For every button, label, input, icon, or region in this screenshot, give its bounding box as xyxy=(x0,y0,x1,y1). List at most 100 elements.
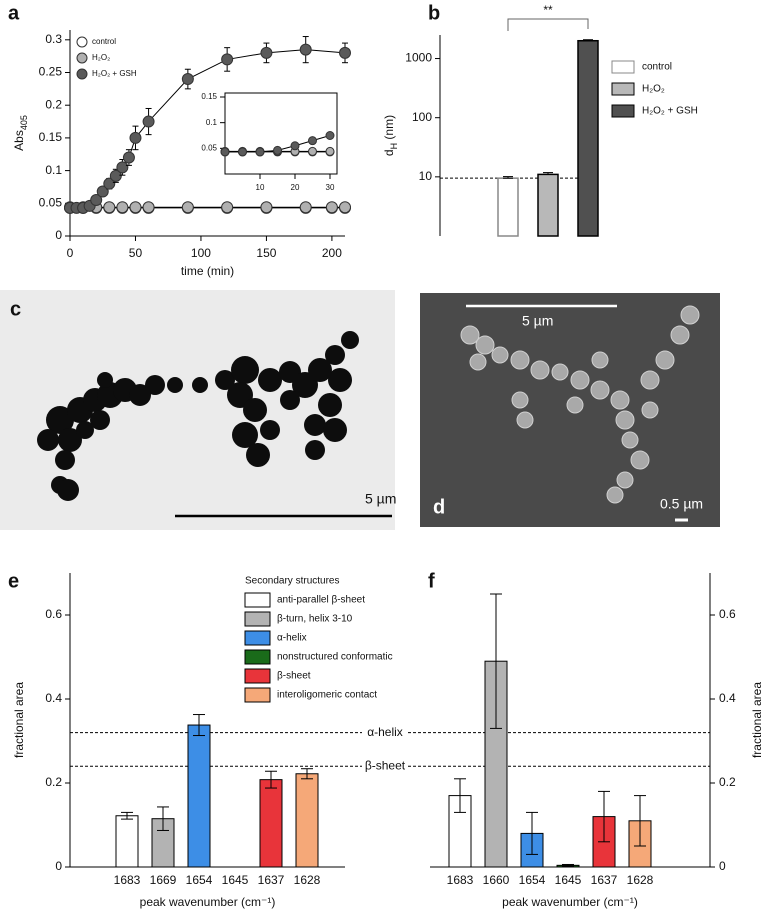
legend-swatch xyxy=(244,668,271,684)
y-tick-label: 0 xyxy=(55,228,62,242)
x-axis-label: peak wavenumber (cm⁻¹) xyxy=(502,895,638,909)
data-point xyxy=(142,115,155,128)
data-point xyxy=(339,201,351,214)
y-tick-label: 0.05 xyxy=(39,195,63,209)
x-tick-label: 30 xyxy=(326,183,335,192)
data-point xyxy=(308,136,317,146)
legend-swatch xyxy=(244,649,271,665)
y-axis-label-text: d xyxy=(382,149,396,156)
x-tick-label: 1660 xyxy=(483,873,510,887)
x-tick-label: 1628 xyxy=(294,873,321,887)
legend-label: β-turn, helix 3-10 xyxy=(277,614,353,625)
x-tick-label: 200 xyxy=(322,246,342,260)
data-point xyxy=(325,146,335,156)
legend-swatch xyxy=(611,60,635,74)
y-axis-label: fractional area xyxy=(750,682,762,758)
bar xyxy=(187,724,211,868)
bar xyxy=(577,39,599,237)
y-tick-label: 0.4 xyxy=(719,691,736,705)
data-point xyxy=(116,201,129,214)
data-point xyxy=(220,147,230,157)
x-tick-label: 10 xyxy=(256,183,265,192)
legend-label: control xyxy=(92,37,116,46)
y-tick-label: 0.05 xyxy=(201,143,217,152)
y-tick-label: 0.1 xyxy=(45,163,62,177)
legend-label: α-helix xyxy=(277,633,307,644)
bar xyxy=(259,779,283,868)
data-point xyxy=(255,147,265,157)
x-tick-label: 1637 xyxy=(258,873,285,887)
x-tick-label: 1654 xyxy=(186,873,213,887)
x-tick-label: 100 xyxy=(191,246,211,260)
x-tick-label: 1683 xyxy=(447,873,474,887)
x-tick-label: 1683 xyxy=(114,873,141,887)
reference-label: β-sheet xyxy=(365,758,406,772)
y-tick-label: 0.6 xyxy=(45,607,62,621)
x-tick-label: 0 xyxy=(67,246,74,260)
legend-swatch xyxy=(244,630,271,646)
reference-label: α-helix xyxy=(367,725,403,739)
x-tick-label: 1628 xyxy=(627,873,654,887)
data-point xyxy=(290,141,300,151)
legend-label: β-sheet xyxy=(277,671,311,682)
data-point xyxy=(181,201,194,214)
panel-label: d xyxy=(433,496,445,518)
y-tick-label: 0.1 xyxy=(206,118,218,127)
y-tick-label: 0.15 xyxy=(39,130,63,144)
data-point xyxy=(116,161,129,174)
legend-swatch xyxy=(244,592,271,608)
panel-label: c xyxy=(10,298,21,320)
y-tick-label: 1000 xyxy=(405,51,432,65)
legend-marker xyxy=(76,68,88,80)
legend-label: control xyxy=(642,62,672,73)
data-point xyxy=(142,201,155,214)
y-axis-label-text: Abs xyxy=(12,130,26,151)
panel-label: b xyxy=(428,2,440,24)
legend-label: H₂O₂ + GSH xyxy=(92,69,137,78)
x-axis-label: time (min) xyxy=(181,264,234,278)
y-axis-label: fractional area xyxy=(12,682,26,758)
y-tick-label: 0.2 xyxy=(45,97,62,111)
data-point xyxy=(103,201,116,214)
scale-bar-label: 5 µm xyxy=(365,491,396,507)
sem-image xyxy=(420,293,720,527)
y-tick-label: 0 xyxy=(719,859,726,873)
y-axis-label-sub: 405 xyxy=(19,115,29,130)
x-tick-label: 1645 xyxy=(555,873,582,887)
x-tick-label: 1637 xyxy=(591,873,618,887)
data-point xyxy=(90,194,103,207)
data-point xyxy=(325,201,338,214)
data-point xyxy=(308,146,317,156)
legend-label: nonstructured conformatic xyxy=(277,652,393,663)
legend-label: anti-parallel β-sheet xyxy=(277,595,365,606)
y-axis-label: dH (nm) xyxy=(382,115,399,156)
data-point xyxy=(260,201,273,214)
y-tick-label: 10 xyxy=(419,169,433,183)
bar xyxy=(295,773,319,868)
panel-label: f xyxy=(428,570,435,592)
y-axis-label-sub: H xyxy=(389,143,399,150)
x-axis-label: peak wavenumber (cm⁻¹) xyxy=(140,895,276,909)
tem-image xyxy=(0,290,395,530)
data-point xyxy=(339,46,351,59)
panel-label: a xyxy=(8,2,20,24)
legend-swatch xyxy=(611,82,635,96)
data-point xyxy=(122,151,135,164)
data-point xyxy=(221,53,234,66)
data-point xyxy=(181,73,194,86)
legend-label: H₂O₂ xyxy=(642,84,665,95)
legend-marker xyxy=(76,52,88,64)
legend-label: interoligomeric contact xyxy=(277,690,377,701)
bar xyxy=(537,173,559,237)
y-tick-label: 100 xyxy=(412,110,432,124)
x-tick-label: 1645 xyxy=(222,873,249,887)
x-tick-label: 1654 xyxy=(519,873,546,887)
scale-bar-label: 0.5 µm xyxy=(660,496,703,512)
legend-swatch xyxy=(611,104,635,118)
y-tick-label: 0.6 xyxy=(719,607,736,621)
data-point xyxy=(238,147,247,157)
legend-label: H₂O₂ + GSH xyxy=(642,106,698,117)
y-tick-label: 0 xyxy=(55,859,62,873)
x-tick-label: 150 xyxy=(256,246,276,260)
